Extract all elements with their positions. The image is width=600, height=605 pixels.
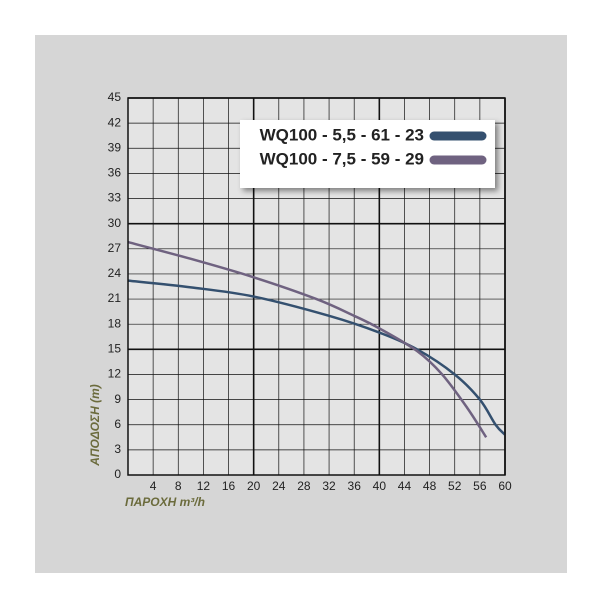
y-tick-label: 12 (108, 367, 122, 381)
x-tick-label: 40 (373, 479, 387, 493)
x-tick-label: 24 (272, 479, 286, 493)
x-tick-label: 36 (348, 479, 362, 493)
x-tick-label: 8 (175, 479, 182, 493)
x-axis-label: ΠΑΡΟΧΗ m³/h (125, 495, 205, 509)
x-tick-label: 28 (297, 479, 311, 493)
x-tick-label: 48 (423, 479, 437, 493)
x-tick-label: 20 (247, 479, 261, 493)
x-tick-label: 60 (498, 479, 512, 493)
y-tick-label: 42 (108, 115, 122, 129)
y-tick-label: 21 (108, 291, 122, 305)
x-tick-label: 16 (222, 479, 236, 493)
legend-box (240, 120, 495, 188)
y-tick-label: 27 (108, 241, 122, 255)
x-tick-label: 56 (473, 479, 487, 493)
y-axis-label: ΑΠΟΔΟΣΗ (m) (88, 384, 102, 467)
x-tick-label: 44 (398, 479, 412, 493)
y-tick-label: 24 (108, 266, 122, 280)
y-tick-label: 45 (108, 90, 122, 104)
legend-label: WQ100 - 5,5 - 61 - 23 (260, 125, 424, 144)
plot-frame (127, 97, 506, 476)
x-tick-label: 4 (150, 479, 157, 493)
legend-label: WQ100 - 7,5 - 59 - 29 (260, 149, 424, 168)
y-tick-label: 30 (108, 216, 122, 230)
legend: WQ100 - 5,5 - 61 - 23 WQ100 - 7,5 - 59 - … (260, 125, 487, 168)
y-tick-label: 6 (114, 417, 121, 431)
y-tick-label: 9 (114, 392, 121, 406)
series-line (127, 240, 488, 438)
x-tick-label: 52 (448, 479, 462, 493)
y-tick-label: 33 (108, 191, 122, 205)
lines (127, 240, 506, 438)
x-tick-label: 32 (322, 479, 336, 493)
y-tick-label: 0 (114, 467, 121, 481)
y-tick-label: 15 (108, 342, 122, 356)
x-tick-label: 12 (197, 479, 211, 493)
y-tick-label: 3 (114, 442, 121, 456)
y-tick-label: 36 (108, 166, 122, 180)
y-tick-label: 18 (108, 316, 122, 330)
y-tick-label: 39 (108, 140, 122, 154)
